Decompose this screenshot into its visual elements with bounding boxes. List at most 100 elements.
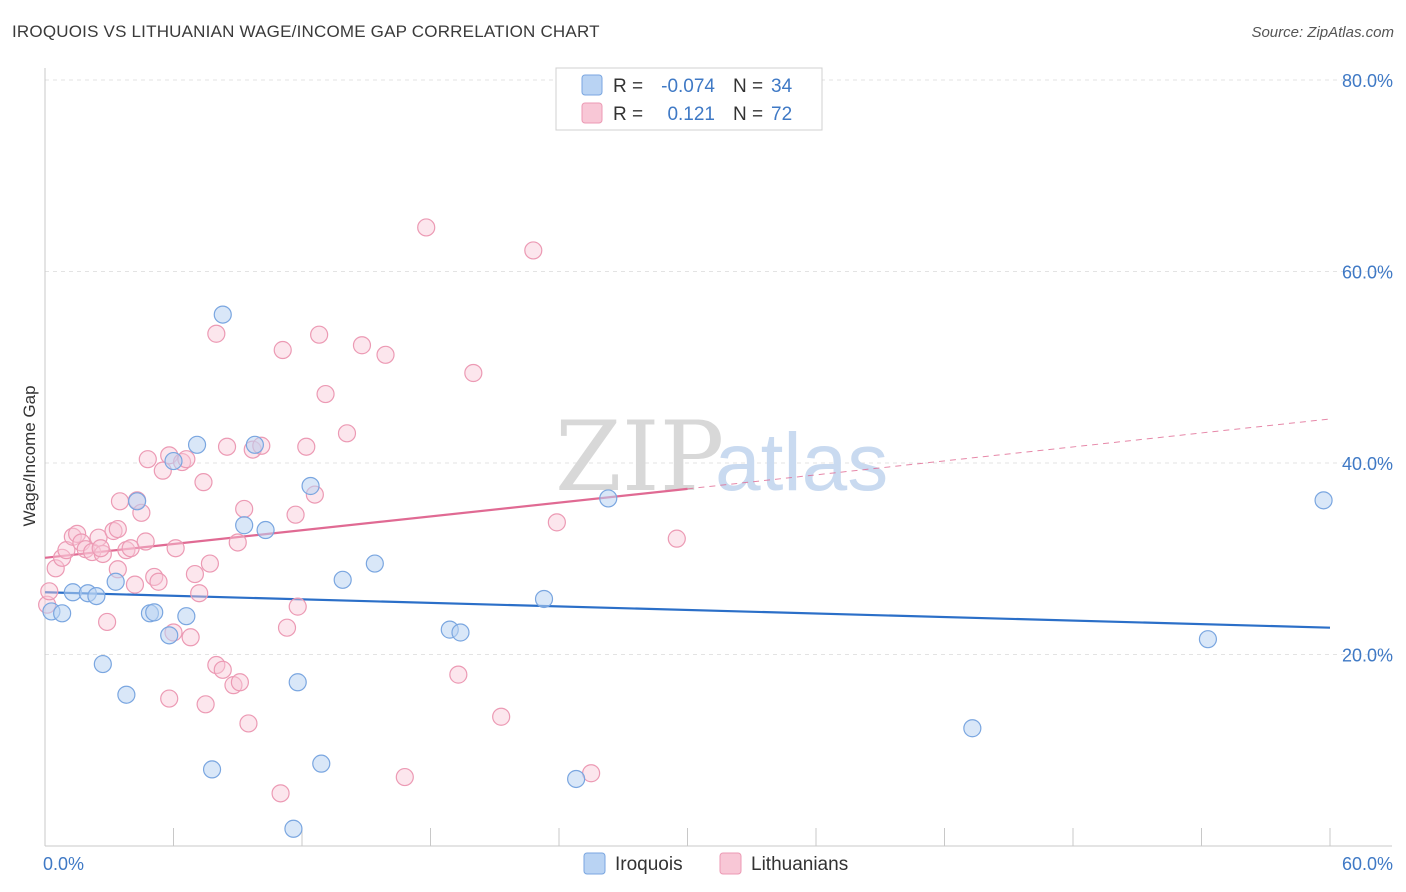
point-lithuanian (185, 564, 205, 584)
y-tick-label: 80.0% (1342, 71, 1393, 91)
series-legend: Iroquois Lithuanians (583, 852, 848, 875)
point-lithuanian (91, 539, 110, 558)
watermark-atlas: atlas (715, 417, 888, 508)
point-lithuanian (108, 519, 127, 539)
point-iroquois (53, 604, 72, 623)
point-lithuanian (464, 363, 483, 383)
grid-lines (45, 79, 1392, 655)
point-lithuanian (547, 513, 566, 532)
point-iroquois (301, 476, 320, 496)
point-lithuanian (286, 505, 305, 524)
point-iroquois (245, 435, 264, 454)
point-iroquois (284, 819, 303, 838)
point-lithuanian (239, 714, 258, 733)
y-tick-label: 60.0% (1342, 263, 1393, 283)
point-lithuanian (228, 533, 247, 552)
legend-n-label-2: N = (733, 104, 763, 125)
point-lithuanian (230, 673, 249, 692)
legend-label-iroquois: Iroquois (615, 854, 683, 875)
point-lithuanian (46, 559, 65, 578)
point-lithuanian (316, 384, 335, 404)
y-ticks: 20.0% 40.0% 60.0% 80.0% (1342, 71, 1393, 666)
point-lithuanian (213, 660, 232, 679)
chart-source: Source: ZipAtlas.com (1251, 24, 1394, 41)
point-lithuanian (149, 572, 168, 591)
point-iroquois (87, 586, 106, 606)
legend-swatch-lithuanian-bottom (719, 852, 742, 875)
point-lithuanian (297, 437, 316, 456)
point-iroquois (256, 520, 275, 540)
point-lithuanian (138, 450, 157, 469)
point-lithuanian (121, 539, 140, 558)
point-lithuanian (68, 524, 87, 543)
point-iroquois (567, 769, 586, 789)
legend-n-value-1: 34 (771, 76, 793, 97)
point-iroquois (288, 673, 307, 692)
point-iroquois (333, 570, 352, 589)
legend-swatch-iroquois-bottom (583, 852, 606, 875)
point-iroquois (187, 435, 207, 454)
legend-r-value-1: -0.074 (661, 76, 715, 97)
point-lithuanian (235, 499, 254, 519)
point-lithuanian (181, 628, 200, 647)
trend-line-lithuanian-extension (687, 418, 1331, 490)
point-iroquois (451, 623, 470, 642)
trend-line-iroquois (44, 591, 1331, 629)
point-iroquois (1198, 630, 1218, 649)
point-lithuanian (136, 532, 155, 551)
point-lithuanian (190, 584, 209, 603)
point-lithuanian (166, 539, 185, 558)
point-lithuanian (492, 707, 511, 726)
point-iroquois (160, 626, 179, 645)
point-iroquois (312, 754, 331, 773)
point-iroquois (164, 451, 183, 471)
legend-label-lithuanians: Lithuanians (751, 854, 848, 875)
point-lithuanian (194, 473, 213, 492)
point-iroquois (106, 572, 125, 591)
point-iroquois (127, 492, 147, 511)
legend-n-label-1: N = (733, 76, 763, 97)
legend-swatch-iroquois (581, 74, 603, 96)
legend-r-label-2: R = (613, 104, 643, 125)
point-lithuanian (395, 767, 414, 787)
point-lithuanian (207, 324, 226, 343)
point-lithuanian (98, 612, 117, 632)
point-lithuanian (277, 618, 297, 637)
point-lithuanian (40, 582, 59, 601)
legend-r-label-1: R = (613, 76, 643, 97)
legend-r-value-2: 0.121 (667, 104, 715, 125)
data-points (38, 218, 1333, 838)
point-lithuanian (310, 325, 329, 344)
x-ticks: 0.0% 60.0% (43, 854, 1393, 874)
point-lithuanian (200, 554, 220, 573)
point-lithuanian (110, 492, 130, 511)
x-tick-label: 0.0% (43, 854, 84, 874)
point-lithuanian (417, 218, 436, 237)
point-iroquois (1314, 491, 1333, 510)
point-lithuanian (160, 689, 179, 708)
chart-title: IROQUOIS VS LITHUANIAN WAGE/INCOME GAP C… (12, 22, 600, 41)
point-lithuanian (667, 529, 686, 548)
point-lithuanian (376, 345, 395, 364)
stats-legend: R = -0.074 N = 34 R = 0.121 N = 72 (555, 67, 823, 131)
y-axis-label: Wage/Income Gap (20, 385, 39, 526)
watermark-zip: ZIP (555, 401, 724, 513)
point-lithuanian (273, 340, 292, 360)
point-lithuanian (337, 424, 357, 443)
point-iroquois (534, 589, 554, 609)
legend-swatch-lithuanian (581, 102, 603, 124)
point-iroquois (117, 685, 136, 704)
point-lithuanian (217, 437, 237, 456)
point-iroquois (145, 603, 164, 622)
point-iroquois (93, 654, 112, 674)
point-lithuanian (352, 336, 372, 355)
legend-n-value-2: 72 (771, 104, 792, 125)
point-iroquois (213, 305, 232, 324)
point-iroquois (963, 719, 982, 738)
point-iroquois (365, 554, 384, 573)
point-lithuanian (449, 665, 468, 684)
x-tick-label: 60.0% (1342, 854, 1393, 874)
y-tick-label: 40.0% (1342, 454, 1393, 474)
point-lithuanian (524, 241, 543, 260)
